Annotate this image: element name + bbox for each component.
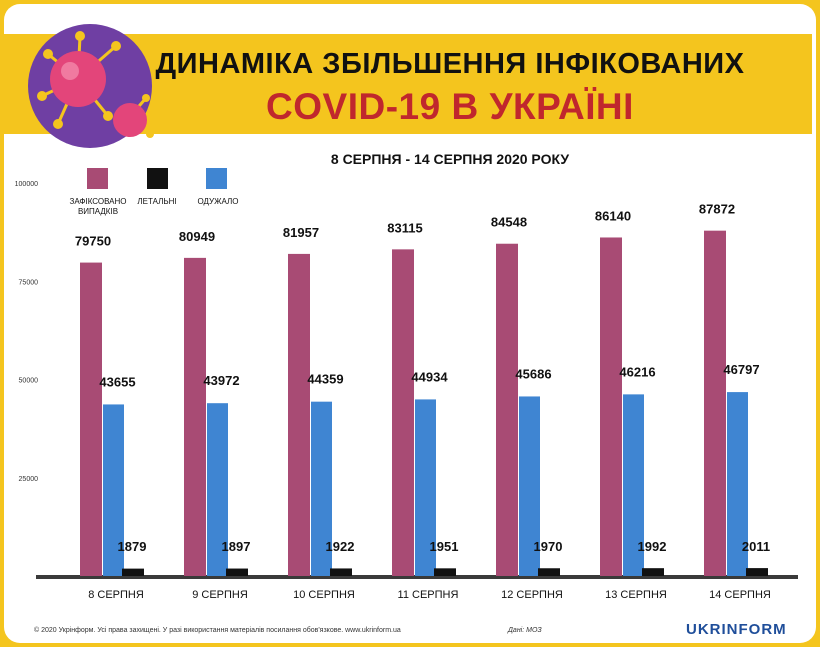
legend-label: ВИПАДКІВ <box>78 207 118 216</box>
legend-label: ЛЕТАЛЬНІ <box>137 197 176 206</box>
copyright-text: © 2020 Укрінформ. Усі права захищені. У … <box>34 627 401 634</box>
x-tick-label: 9 СЕРПНЯ <box>192 589 248 601</box>
bar-confirmed <box>288 253 310 576</box>
data-label-deaths: 1992 <box>638 539 667 554</box>
bar-confirmed <box>704 230 726 577</box>
bar-confirmed <box>392 249 414 577</box>
x-tick-label: 12 СЕРПНЯ <box>501 589 563 601</box>
data-label-confirmed: 84548 <box>491 215 527 230</box>
data-label-confirmed: 81957 <box>283 225 319 240</box>
bar-confirmed <box>184 257 206 576</box>
bar-recovered <box>519 396 540 576</box>
bar-deaths <box>434 568 456 576</box>
data-label-deaths: 1922 <box>326 539 355 554</box>
x-tick-label: 11 СЕРПНЯ <box>398 589 459 601</box>
data-label-deaths: 1970 <box>534 539 563 554</box>
title-line-2: COVID-19 В УКРАЇНІ <box>266 86 634 127</box>
data-label-deaths: 2011 <box>742 539 770 554</box>
y-tick-label: 25000 <box>19 476 39 483</box>
bar-recovered <box>415 399 436 576</box>
bar-deaths <box>330 568 352 576</box>
x-axis-line <box>36 575 798 579</box>
data-label-recovered: 46216 <box>619 364 655 379</box>
bar-confirmed <box>80 262 102 576</box>
bar-deaths <box>538 568 560 576</box>
data-label-deaths: 1879 <box>118 539 147 554</box>
data-label-recovered: 43655 <box>99 374 135 389</box>
legend-swatch <box>87 168 108 189</box>
x-tick-label: 8 СЕРПНЯ <box>88 589 144 601</box>
source-text: Дані: МОЗ <box>508 627 542 634</box>
y-tick-label: 75000 <box>19 279 39 286</box>
bar-deaths <box>226 568 248 576</box>
bar-recovered <box>207 403 228 576</box>
data-label-recovered: 44934 <box>411 369 448 384</box>
data-label-recovered: 45686 <box>515 366 551 381</box>
bar-confirmed <box>496 243 518 576</box>
x-tick-label: 13 СЕРПНЯ <box>605 589 667 601</box>
title-line-1: ДИНАМІКА ЗБІЛЬШЕННЯ ІНФІКОВАНИХ <box>155 48 745 80</box>
data-label-confirmed: 87872 <box>699 202 735 217</box>
bar-recovered <box>623 394 644 576</box>
data-label-deaths: 1897 <box>222 539 251 554</box>
data-label-confirmed: 79750 <box>75 234 111 249</box>
data-label-confirmed: 83115 <box>387 220 422 235</box>
bar-deaths <box>642 568 664 576</box>
ukrinform-logo: UKRINFORM <box>686 621 787 638</box>
data-label-confirmed: 86140 <box>595 208 631 223</box>
x-tick-label: 14 СЕРПНЯ <box>709 589 771 601</box>
data-label-recovered: 46797 <box>723 362 759 377</box>
data-label-recovered: 44359 <box>307 372 343 387</box>
data-label-deaths: 1951 <box>430 539 459 554</box>
data-label-recovered: 43972 <box>203 373 239 388</box>
legend-swatch <box>206 168 227 189</box>
legend-swatch <box>147 168 168 189</box>
legend-label: ОДУЖАЛО <box>197 197 238 206</box>
bar-deaths <box>746 568 768 576</box>
legend-label: ЗАФІКСОВАНО <box>69 197 126 206</box>
bar-confirmed <box>600 237 622 577</box>
bar-deaths <box>122 568 144 576</box>
y-tick-label: 50000 <box>19 378 39 385</box>
bar-recovered <box>311 401 332 576</box>
data-label-confirmed: 80949 <box>179 229 215 244</box>
x-tick-label: 10 СЕРПНЯ <box>293 589 355 601</box>
bar-recovered <box>727 392 748 576</box>
virus-icon <box>28 24 154 148</box>
bar-recovered <box>103 404 124 576</box>
y-tick-label: 100000 <box>15 181 38 188</box>
date-range-subtitle: 8 СЕРПНЯ - 14 СЕРПНЯ 2020 РОКУ <box>330 151 570 167</box>
